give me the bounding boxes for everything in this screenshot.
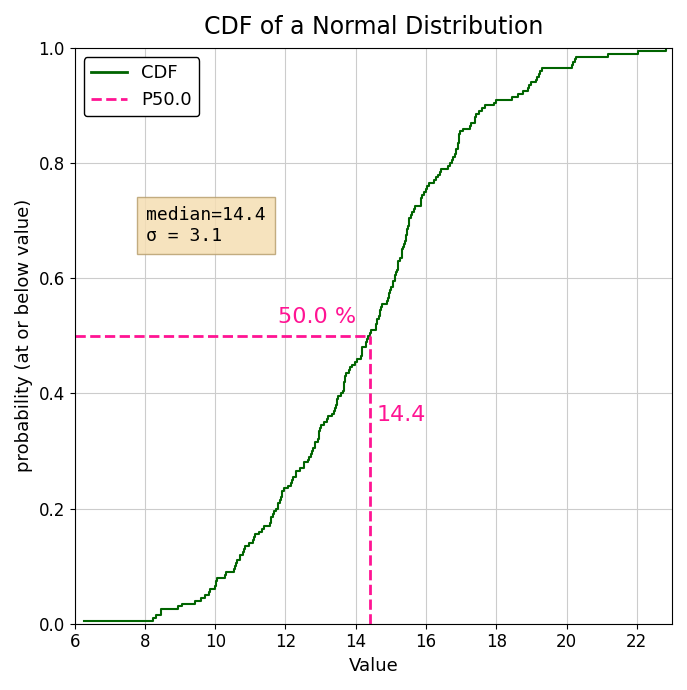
Y-axis label: probability (at or below value): probability (at or below value) <box>15 199 33 473</box>
CDF <box>210 582 218 591</box>
CDF <box>533 72 541 81</box>
CDF <box>662 43 671 52</box>
Legend: CDF, P50.0: CDF, P50.0 <box>84 57 199 117</box>
Text: median=14.4
σ = 3.1: median=14.4 σ = 3.1 <box>146 206 266 245</box>
CDF <box>269 510 277 518</box>
CDF <box>196 593 205 602</box>
X-axis label: Value: Value <box>348 657 398 675</box>
Title: CDF of a Normal Distribution: CDF of a Normal Distribution <box>203 15 543 39</box>
Text: 14.4: 14.4 <box>376 405 425 425</box>
Line: CDF: CDF <box>85 48 666 621</box>
CDF <box>508 92 517 101</box>
CDF <box>80 617 89 625</box>
Text: 50.0 %: 50.0 % <box>278 307 357 327</box>
CDF <box>295 464 304 473</box>
